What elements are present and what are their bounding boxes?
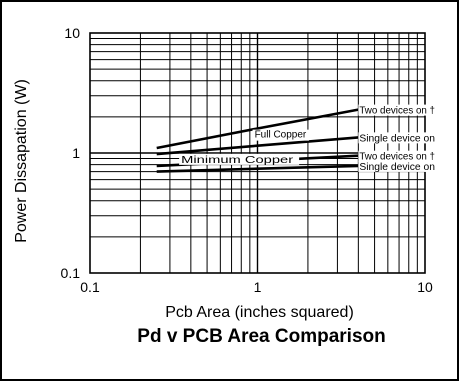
series-line xyxy=(156,164,359,173)
annotation-bg xyxy=(252,129,309,141)
x-axis-label: Pcb Area (inches squared) xyxy=(165,304,354,321)
x-tick-label: 1 xyxy=(254,279,262,295)
y-tick-label: 1 xyxy=(72,145,80,161)
series-label-bg xyxy=(358,132,438,144)
series-label-bg xyxy=(358,150,438,162)
annotation-minimum-copper: Minimum Copper xyxy=(181,155,294,166)
series-label-bg xyxy=(358,104,438,116)
tick-labels: 0.1 1 10 0.1 1 10 xyxy=(61,25,433,295)
y-axis-label: Power Dissapation (W) xyxy=(13,79,30,243)
x-tick-label: 10 xyxy=(417,279,433,295)
series-label: Two devices on † xyxy=(359,152,435,163)
series-label: Single device on xyxy=(359,162,435,173)
y-tick-label: 0.1 xyxy=(61,265,81,281)
series-label: Two devices on † xyxy=(359,106,435,117)
series-label: Single device on xyxy=(359,133,435,144)
y-tick-label: 10 xyxy=(64,25,80,41)
chart-title: Pd v PCB Area Comparison xyxy=(137,326,385,347)
annotation-full-copper: Full Copper xyxy=(255,130,307,141)
series-label-bg xyxy=(358,160,438,172)
annotation-bg xyxy=(179,153,300,165)
series-line xyxy=(156,136,359,156)
series-line xyxy=(156,108,359,150)
x-tick-label: 0.1 xyxy=(80,279,100,295)
